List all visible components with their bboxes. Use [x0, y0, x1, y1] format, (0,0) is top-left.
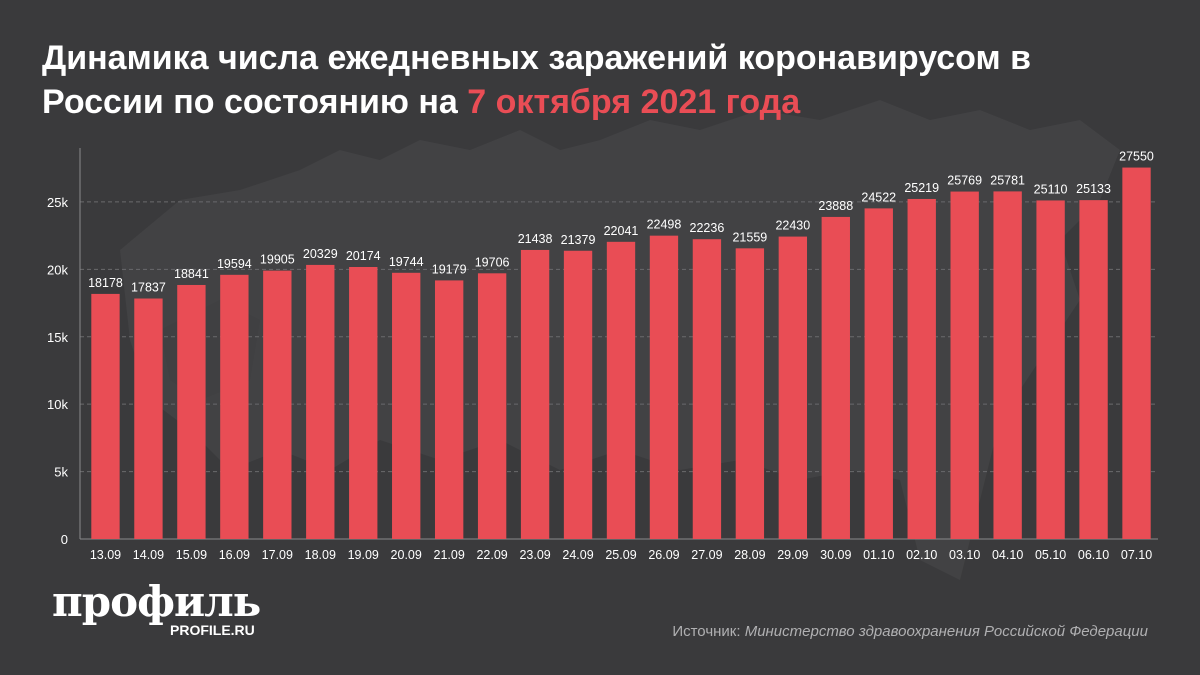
- bar: [1079, 200, 1108, 540]
- x-tick-label: 14.09: [133, 548, 164, 562]
- bar: [263, 270, 292, 539]
- bar-value-label: 22041: [604, 224, 639, 238]
- x-tick-label: 07.10: [1121, 548, 1152, 562]
- bar-value-label: 21438: [518, 232, 553, 246]
- bar: [177, 284, 206, 539]
- bar-value-label: 20329: [303, 247, 338, 261]
- x-tick-label: 15.09: [176, 548, 207, 562]
- bar: [220, 274, 249, 539]
- x-tick-label: 16.09: [219, 548, 250, 562]
- bar: [993, 191, 1022, 539]
- title-main: Динамика числа ежедневных заражений коро…: [42, 39, 1032, 121]
- bar-value-label: 18841: [174, 267, 209, 281]
- x-axis-tick-labels: 13.09 14.09 15.09 16.09 17.09 18.09 19.09 20.09…: [90, 548, 1152, 562]
- x-tick-label: 19.09: [348, 548, 379, 562]
- bar: [1122, 167, 1151, 540]
- x-tick-label: 24.09: [562, 548, 593, 562]
- bar: [1036, 200, 1065, 539]
- x-tick-label: 13.09: [90, 548, 121, 562]
- x-tick-label: 23.09: [519, 548, 550, 562]
- data-labels: 18178 17837 18841 19594 19905 20329 20174 19744…: [88, 150, 1154, 295]
- bar: [91, 293, 120, 539]
- source-prefix: Источник:: [672, 623, 745, 640]
- x-tick-label: 06.10: [1078, 548, 1109, 562]
- x-tick-label: 29.09: [777, 548, 808, 562]
- bar-value-label: 22430: [775, 219, 810, 233]
- y-tick-label: 0: [61, 532, 68, 547]
- bar-value-label: 18178: [88, 276, 123, 290]
- bars: [91, 167, 1151, 540]
- x-tick-label: 28.09: [734, 548, 765, 562]
- bar: [563, 250, 593, 539]
- x-tick-label: 27.09: [691, 548, 722, 562]
- x-tick-label: 20.09: [391, 548, 422, 562]
- source-organization: Министерство здравоохранения Российской …: [744, 623, 1148, 640]
- y-tick-label: 20k: [47, 262, 68, 277]
- bar: [606, 241, 636, 539]
- bar-value-label: 19179: [432, 262, 467, 276]
- bar: [306, 264, 335, 539]
- x-tick-label: 25.09: [605, 548, 636, 562]
- bar: [778, 236, 808, 539]
- y-tick-label: 15k: [47, 330, 68, 345]
- bar-value-label: 25133: [1076, 182, 1111, 196]
- x-tick-label: 01.10: [863, 548, 894, 562]
- bar-value-label: 19905: [260, 253, 295, 267]
- x-tick-label: 22.09: [476, 548, 507, 562]
- bar: [864, 208, 893, 539]
- bar: [392, 272, 421, 539]
- profile-logo: профиль PROFILE.RU: [52, 577, 261, 639]
- x-tick-label: 05.10: [1035, 548, 1066, 562]
- y-tick-label: 10k: [47, 397, 68, 412]
- y-tick-label: 5k: [54, 465, 68, 480]
- x-tick-label: 30.09: [820, 548, 851, 562]
- bar-value-label: 23888: [818, 199, 853, 213]
- bar: [349, 266, 378, 539]
- bar: [434, 280, 464, 539]
- bar-value-label: 22236: [690, 221, 725, 235]
- x-tick-label: 02.10: [906, 548, 937, 562]
- bar-value-label: 25769: [947, 174, 982, 188]
- x-tick-label: 26.09: [648, 548, 679, 562]
- bar-value-label: 25110: [1034, 182, 1068, 196]
- bar-value-label: 19744: [389, 255, 424, 269]
- bar: [477, 273, 507, 539]
- logo-wordmark: профиль: [52, 577, 261, 626]
- bar-value-label: 19706: [475, 255, 510, 269]
- bar-value-label: 17837: [131, 281, 166, 295]
- logo-domain: PROFILE.RU: [170, 622, 255, 638]
- title-date-accent: 7 октября 2021 года: [467, 83, 801, 121]
- y-axis-tick-labels: 0 5k 10k 15k 20k 25k: [47, 195, 68, 547]
- x-tick-label: 18.09: [305, 548, 336, 562]
- bar: [520, 249, 550, 540]
- bar: [821, 216, 850, 539]
- bar-value-label: 20174: [346, 249, 381, 263]
- bar-value-label: 19594: [217, 257, 252, 271]
- bar: [692, 239, 722, 539]
- source-note: Источник: Министерство здравоохранения Р…: [672, 623, 1148, 640]
- bar-value-label: 25781: [990, 173, 1025, 187]
- bar: [134, 298, 163, 539]
- x-tick-label: 03.10: [949, 548, 980, 562]
- x-tick-label: 21.09: [434, 548, 465, 562]
- bar: [907, 198, 936, 539]
- bar: [649, 235, 679, 539]
- x-tick-label: 17.09: [262, 548, 293, 562]
- bar: [950, 191, 979, 539]
- bar-value-label: 24522: [861, 190, 896, 204]
- chart-title: Динамика числа ежедневных заражений коро…: [42, 36, 1162, 124]
- bar: [735, 248, 765, 540]
- bar-value-label: 21559: [732, 230, 767, 244]
- bar-value-label: 22498: [647, 218, 682, 232]
- x-tick-label: 04.10: [992, 548, 1023, 562]
- bar-value-label: 21379: [561, 233, 596, 247]
- bar-value-label: 27550: [1119, 150, 1154, 164]
- y-tick-label: 25k: [47, 195, 68, 210]
- bar-value-label: 25219: [904, 181, 939, 195]
